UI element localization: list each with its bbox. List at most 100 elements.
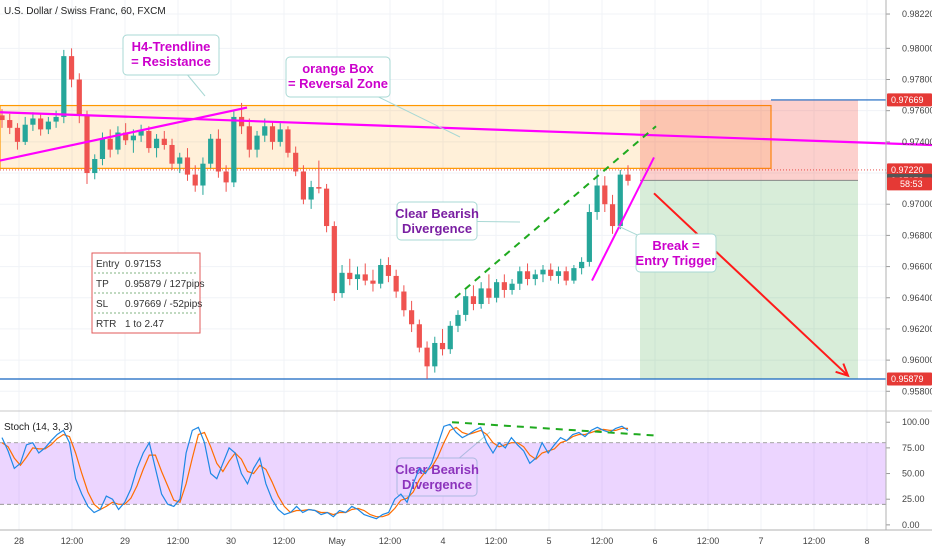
candle-body	[524, 271, 531, 280]
candle-body	[92, 159, 98, 174]
annotations: H4-Trendline= Resistance orange Box= Reve…	[122, 34, 717, 497]
candle-body	[347, 272, 353, 280]
candle-body	[146, 130, 152, 149]
candle-body	[478, 288, 484, 304]
candle-body	[76, 79, 82, 116]
candle-body	[269, 126, 276, 142]
trade-table-value: 1 to 2.47	[125, 319, 164, 330]
time-tick-label: 12:00	[485, 536, 508, 546]
candle-body	[517, 271, 523, 284]
candle-body	[609, 204, 616, 227]
candle-body	[254, 135, 260, 150]
candle-body	[579, 261, 585, 269]
time-tick-label: 7	[758, 536, 763, 546]
candle-body	[447, 325, 453, 350]
price-label-text: 0.97669	[891, 95, 924, 105]
trade-table-key: TP	[96, 279, 109, 290]
break-line	[591, 157, 655, 282]
price-tick-label: 0.98220	[902, 9, 932, 19]
time-tick-label: 6	[652, 536, 657, 546]
candle-body	[7, 120, 13, 128]
stoch-title: Stoch (14, 3, 3)	[4, 422, 72, 433]
candle-body	[494, 282, 500, 298]
candle-body	[586, 212, 592, 262]
candlesticks	[0, 48, 631, 379]
candle-body	[385, 265, 392, 276]
stoch-tick-label: 75.00	[902, 443, 925, 453]
note-box	[635, 233, 717, 273]
time-tick-label: 12:00	[61, 536, 84, 546]
time-tick-label: 12:00	[591, 536, 614, 546]
candle-body	[432, 342, 438, 367]
time-tick-label: 5	[546, 536, 551, 546]
candle-body	[409, 310, 415, 325]
stoch-tick-label: 25.00	[902, 494, 925, 504]
price-label-box	[887, 93, 932, 107]
candle-body	[401, 291, 407, 311]
candle-body	[362, 274, 368, 281]
candle-body	[555, 271, 562, 276]
candle-body	[331, 226, 337, 294]
h4-trendline-note: H4-Trendline= Resistance	[122, 34, 220, 97]
candle-body	[138, 130, 144, 136]
note-text: Divergence	[402, 221, 472, 236]
price-label-box	[887, 163, 932, 177]
candle-body	[53, 116, 59, 122]
candle-body	[540, 269, 546, 275]
stoch-divergence-line	[451, 421, 657, 437]
candle-body	[602, 185, 608, 205]
candle-body	[625, 174, 631, 181]
candle-body	[231, 116, 237, 183]
candle-body	[293, 152, 299, 172]
note-box	[396, 201, 478, 241]
note-text: = Reversal Zone	[288, 76, 388, 91]
stochastic-panel: 100.00 75.00 50.00 25.00 0.00 Stoch (14, 3, 3…	[0, 417, 930, 530]
time-tick-label: 12:00	[167, 536, 190, 546]
candle-body	[486, 288, 492, 298]
price-label-box	[887, 372, 932, 386]
candle-body	[22, 124, 28, 142]
trade-table-value: 0.97669 / -52pips	[125, 299, 202, 310]
trade-table-key: SL	[96, 299, 109, 310]
candle-body	[470, 296, 477, 304]
time-tick-label: 29	[120, 536, 130, 546]
candle-body	[169, 144, 175, 164]
candle-body	[509, 283, 515, 290]
price-tick-label: 0.97600	[902, 106, 932, 116]
stoch-k-line	[1, 423, 629, 520]
candle-body	[30, 118, 36, 125]
candle-body	[548, 269, 554, 276]
candle-body	[262, 126, 268, 136]
candle-body	[339, 272, 345, 294]
candle-body	[14, 127, 21, 142]
trade-table: Entry 0.97153 TP 0.95879 / 127pips SL 0.97669…	[91, 252, 205, 334]
candle-body	[424, 347, 430, 367]
note-text: = Resistance	[131, 54, 211, 69]
price-tick-label: 0.95800	[902, 386, 932, 396]
price-label-text: 0.95879	[891, 374, 924, 384]
candle-body	[285, 129, 291, 153]
price-tick-label: 0.96400	[902, 293, 932, 303]
stoch-band	[0, 442, 886, 505]
note-box	[285, 56, 391, 98]
note-text: Break =	[652, 238, 700, 253]
candle-body	[84, 115, 90, 174]
time-tick-label: 30	[226, 536, 236, 546]
time-tick-label: 12:00	[803, 536, 826, 546]
price-tick-label: 0.96800	[902, 230, 932, 240]
candle-body	[354, 274, 361, 280]
note-text: Clear Bearish	[395, 462, 479, 477]
h4-trendline	[0, 111, 932, 147]
price-label-text: 0.97220	[891, 165, 924, 175]
time-tick-label: 28	[14, 536, 24, 546]
candle-body	[45, 121, 51, 130]
price-tick-label: 0.96200	[902, 324, 932, 334]
candle-body	[130, 135, 136, 141]
price-tick-label: 0.96600	[902, 262, 932, 272]
red-arrow-head	[835, 363, 850, 378]
candle-body	[246, 126, 252, 150]
time-tick-label: 12:00	[379, 536, 402, 546]
